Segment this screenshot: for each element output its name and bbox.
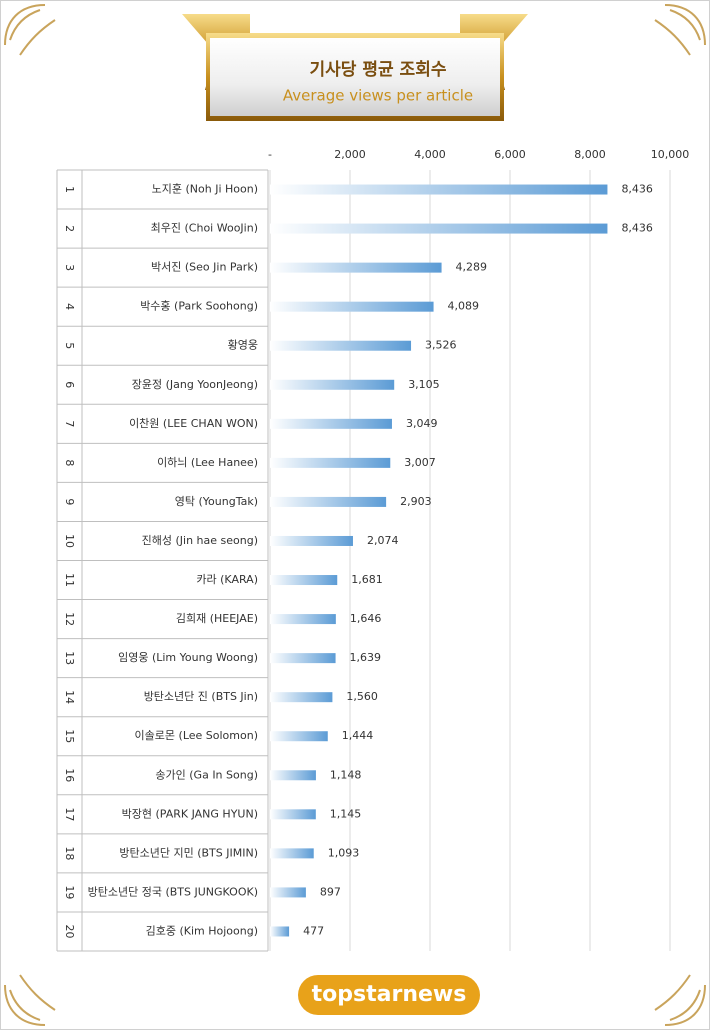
bar <box>270 770 316 781</box>
logo: topstarnews <box>298 975 480 1015</box>
x-tick-label: 2,000 <box>334 148 366 161</box>
category-label: 방탄소년단 진 (BTS Jin) <box>144 690 258 703</box>
x-tick-label: 6,000 <box>494 148 526 161</box>
bar <box>270 887 306 898</box>
logo-text: topstarnews <box>312 982 467 1007</box>
value-label: 3,526 <box>425 339 457 352</box>
category-label: 방탄소년단 지민 (BTS JIMIN) <box>119 846 258 859</box>
category-label: 이찬원 (LEE CHAN WON) <box>129 416 258 430</box>
rank-label: 5 <box>63 342 76 349</box>
value-label: 3,007 <box>404 456 436 469</box>
rank-label: 20 <box>63 924 76 938</box>
value-label: 1,444 <box>342 729 374 742</box>
bar <box>270 262 442 273</box>
rank-label: 14 <box>63 690 76 704</box>
value-label: 1,646 <box>350 612 382 625</box>
rank-label: 1 <box>63 186 76 193</box>
category-label: 황영웅 <box>228 339 258 352</box>
rank-label: 4 <box>63 303 76 310</box>
value-label: 8,436 <box>621 222 653 235</box>
category-label: 카라 (KARA) <box>196 573 258 586</box>
value-label: 4,289 <box>456 261 488 274</box>
bar <box>270 184 608 195</box>
bar <box>270 575 338 586</box>
value-label: 1,145 <box>330 807 362 820</box>
chart-subtitle: Average views per article <box>283 87 473 105</box>
rank-label: 2 <box>63 225 76 232</box>
bar <box>270 223 608 234</box>
category-label: 임영웅 (Lim Young Woong) <box>118 651 258 664</box>
value-label: 2,074 <box>367 534 399 547</box>
bar <box>270 926 290 937</box>
value-label: 1,681 <box>351 573 383 586</box>
bar <box>270 418 392 429</box>
bar <box>270 535 353 546</box>
rank-label: 12 <box>63 612 76 626</box>
category-label: 노지훈 (Noh Ji Hoon) <box>152 183 258 196</box>
bar <box>270 340 412 351</box>
bar <box>270 653 336 664</box>
category-label: 장윤정 (Jang YoonJeong) <box>132 378 258 391</box>
value-label: 4,089 <box>448 300 480 313</box>
category-label: 김희재 (HEEJAE) <box>176 612 258 625</box>
bar <box>270 496 387 507</box>
rank-label: 7 <box>63 420 76 427</box>
rank-label: 8 <box>63 459 76 466</box>
category-label: 박수홍 (Park Soohong) <box>140 299 258 313</box>
rank-label: 19 <box>63 885 76 899</box>
category-label: 영탁 (YoungTak) <box>175 495 258 508</box>
category-label: 방탄소년단 정국 (BTS JUNGKOOK) <box>88 885 258 898</box>
x-tick-label: 10,000 <box>651 148 690 161</box>
value-label: 1,560 <box>346 690 378 703</box>
bar <box>270 614 336 625</box>
corner-ornaments <box>4 4 706 1026</box>
value-label: 897 <box>320 885 341 898</box>
value-label: 3,105 <box>408 378 440 391</box>
bar <box>270 731 328 742</box>
rank-label: 9 <box>63 498 76 505</box>
rank-label: 10 <box>63 534 76 548</box>
bar <box>270 809 316 820</box>
x-tick-label: - <box>268 148 272 161</box>
category-label: 진해성 (Jin hae seong) <box>142 533 258 547</box>
bar <box>270 457 391 468</box>
category-label: 이솔로몬 (Lee Solomon) <box>135 729 258 742</box>
bar <box>270 379 395 390</box>
value-label: 2,903 <box>400 495 432 508</box>
category-label: 박서진 (Seo Jin Park) <box>151 261 258 274</box>
value-label: 3,049 <box>406 417 438 430</box>
chart-title: 기사당 평균 조회수 <box>310 60 447 80</box>
title-banner <box>182 14 528 121</box>
value-label: 8,436 <box>621 183 653 196</box>
rank-label: 11 <box>63 573 76 587</box>
category-label: 송가인 (Ga In Song) <box>155 768 258 781</box>
category-label: 최우진 (Choi WooJin) <box>151 222 258 235</box>
bar <box>270 301 434 312</box>
value-label: 477 <box>303 924 324 937</box>
rank-label: 15 <box>63 729 76 743</box>
value-label: 1,639 <box>350 651 382 664</box>
bar <box>270 848 314 859</box>
rank-label: 16 <box>63 768 76 782</box>
x-tick-label: 8,000 <box>574 148 606 161</box>
rank-label: 3 <box>63 264 76 271</box>
category-label: 이하늬 (Lee Hanee) <box>157 455 258 469</box>
rank-label: 18 <box>63 846 76 860</box>
x-tick-label: 4,000 <box>414 148 446 161</box>
category-label: 김호중 (Kim Hojoong) <box>146 924 258 937</box>
rank-label: 13 <box>63 651 76 665</box>
rank-label: 6 <box>63 381 76 388</box>
bar <box>270 692 333 703</box>
rank-label: 17 <box>63 807 76 821</box>
category-label: 박장현 (PARK JANG HYUN) <box>122 807 258 820</box>
value-label: 1,148 <box>330 768 362 781</box>
value-label: 1,093 <box>328 846 360 859</box>
